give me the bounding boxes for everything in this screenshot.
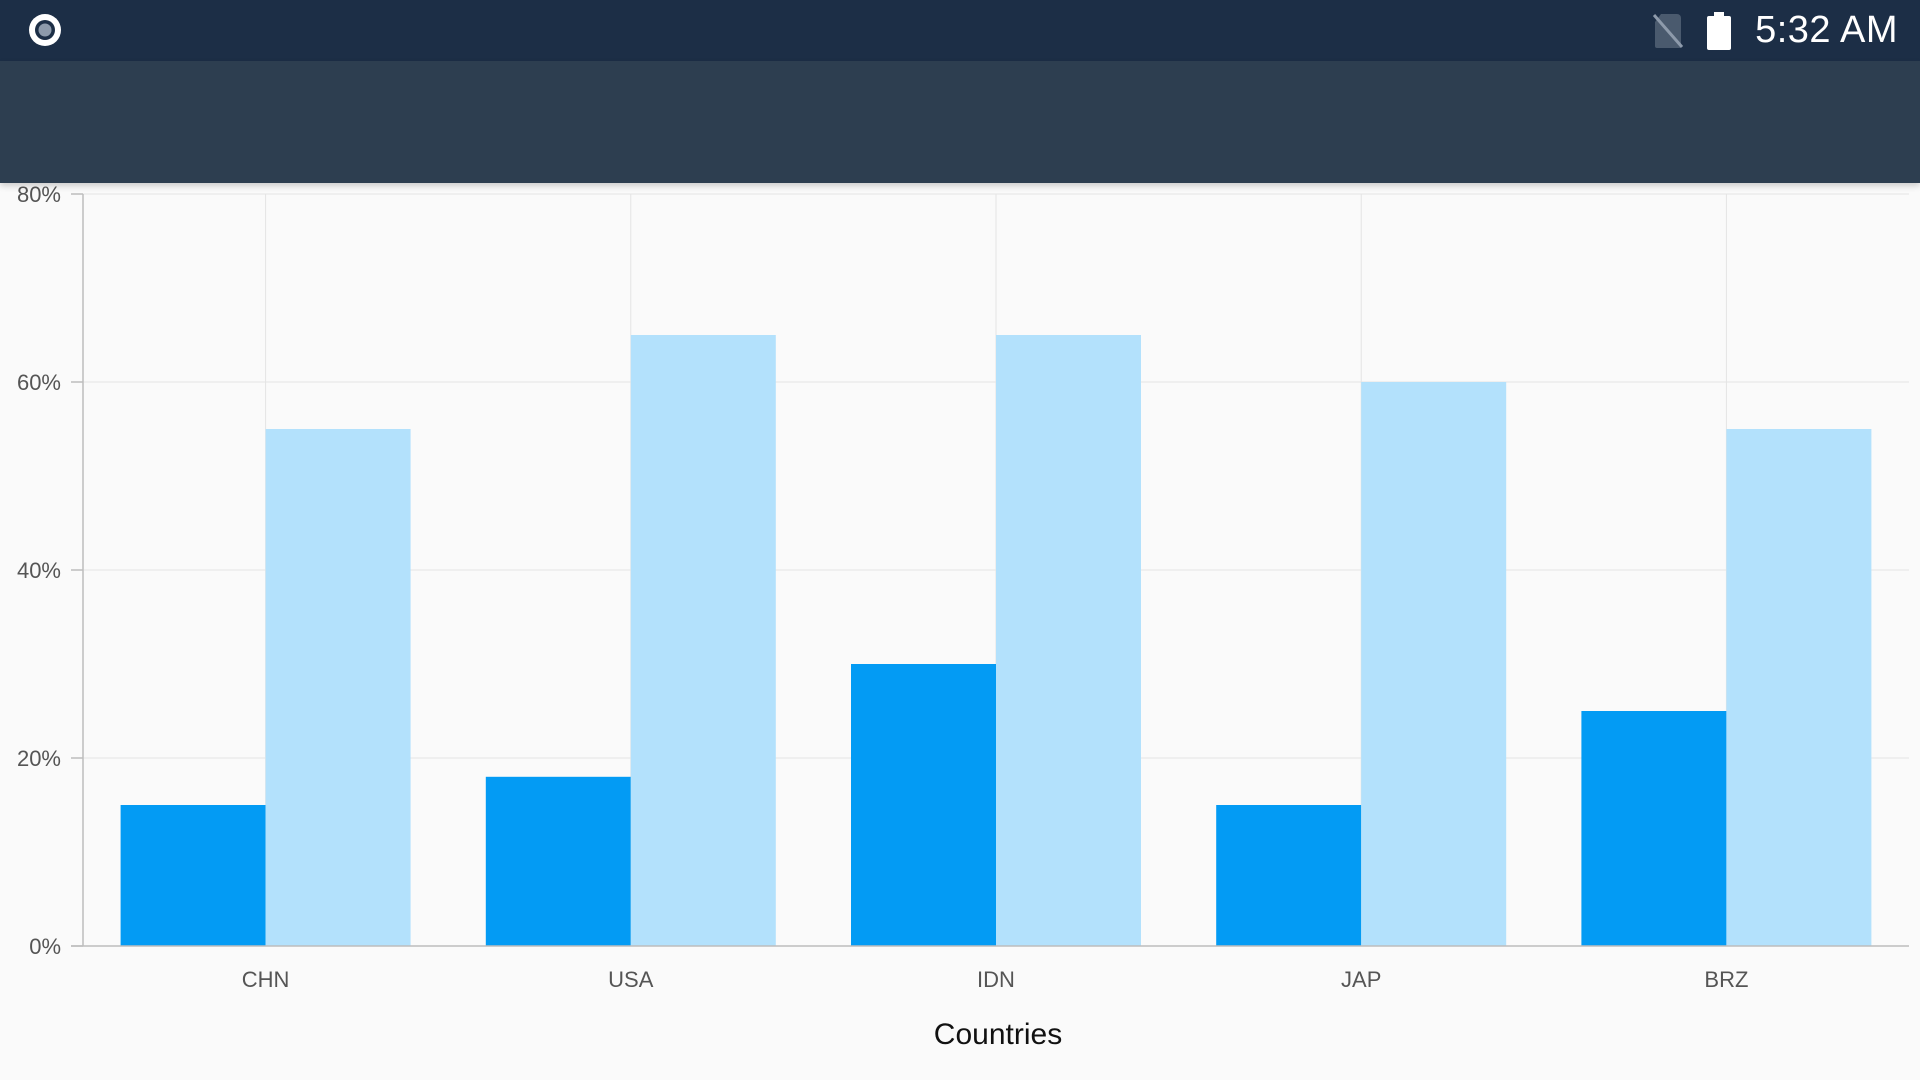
x-tick-label: USA: [608, 967, 654, 992]
y-tick-label: 60%: [17, 370, 61, 395]
no-sim-icon: [1652, 13, 1684, 48]
status-clock: 5:32 AM: [1755, 9, 1898, 51]
axes: [71, 193, 1909, 947]
battery-icon: [1707, 11, 1732, 50]
bar-usa-series-2: [630, 335, 776, 946]
status-bar: 5:32 AM: [0, 0, 1920, 61]
chart-area: 0% 20% 40% 60% 80% CHN USA IDN JAP BRZ Countries: [0, 183, 1920, 1080]
bar-idn-series-1: [851, 664, 996, 946]
bar-chn-series-2: [265, 429, 411, 946]
y-tick-label: 80%: [17, 183, 61, 207]
y-tick-label: 20%: [17, 746, 61, 771]
bar-idn-series-2: [996, 335, 1141, 946]
x-axis-title: Countries: [934, 1018, 1062, 1051]
status-icons: 5:32 AM: [1651, 0, 1920, 61]
x-tick-label: IDN: [977, 967, 1015, 992]
bar-brz-series-2: [1726, 429, 1872, 946]
bar-jap-series-2: [1361, 382, 1507, 946]
bar-usa-series-1: [485, 776, 631, 946]
bar-chn-series-1: [120, 805, 266, 946]
bar-chart: 0% 20% 40% 60% 80% CHN USA IDN JAP BRZ Countries: [17, 183, 1909, 1051]
y-tick-label: 40%: [17, 558, 61, 583]
bar-brz-series-1: [1581, 711, 1727, 946]
app-bar: [0, 61, 1920, 183]
x-tick-label: CHN: [242, 967, 290, 992]
tick-labels: 0% 20% 40% 60% 80% CHN USA IDN JAP BRZ: [17, 183, 1748, 992]
x-tick-label: JAP: [1341, 967, 1381, 992]
y-tick-label: 0%: [29, 934, 61, 959]
x-tick-label: BRZ: [1704, 967, 1748, 992]
bar-jap-series-1: [1216, 805, 1362, 946]
record-icon: [29, 14, 61, 46]
bars: [120, 335, 1872, 946]
